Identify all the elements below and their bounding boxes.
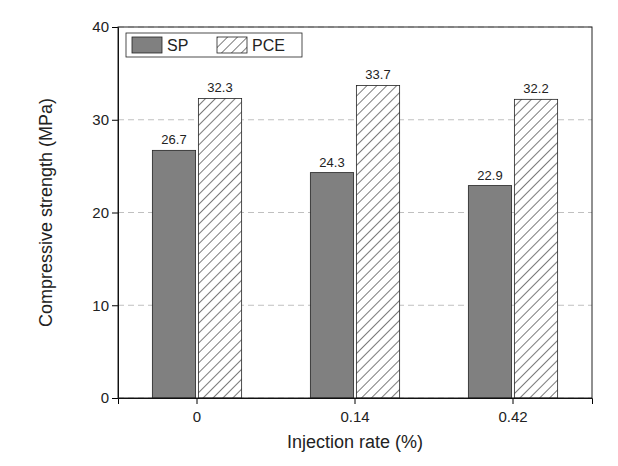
- chart: 26.7 24.3 22.9 32.3 33.7 32.2 0 10 20 30 40 0 0.14 0.…: [0, 0, 618, 466]
- y-tick-mark: [112, 213, 118, 214]
- y-tick-mark: [112, 27, 118, 28]
- y-tick-label: 20: [92, 204, 109, 221]
- legend-item: SP: [132, 37, 188, 54]
- data-label: 33.7: [365, 67, 390, 82]
- legend-item: PCE: [217, 37, 285, 54]
- y-tick-label: 40: [92, 18, 109, 35]
- bar: [310, 173, 353, 398]
- y-tick-label: 10: [92, 297, 109, 314]
- y-axis: 0 10 20 30 40: [92, 18, 118, 406]
- y-tick-mark: [112, 120, 118, 121]
- data-label: 24.3: [319, 155, 344, 170]
- legend-swatch: [132, 37, 162, 53]
- data-label: 26.7: [161, 132, 186, 147]
- y-tick: 30: [92, 111, 118, 128]
- legend: SP PCE: [126, 33, 302, 57]
- data-label: 32.3: [207, 80, 232, 95]
- y-tick: 40: [92, 18, 118, 35]
- x-tick-mark: [513, 398, 514, 404]
- bar: [356, 85, 399, 398]
- bar: [198, 98, 241, 398]
- x-tick-mark: [355, 398, 356, 404]
- y-axis-title: Compressive strength (MPa): [36, 98, 56, 327]
- y-tick-mark: [112, 398, 118, 399]
- x-axis: 0 0.14 0.42: [119, 398, 593, 425]
- x-tick-label: 0.42: [498, 408, 527, 425]
- y-tick-label: 30: [92, 111, 109, 128]
- y-tick-label: 0: [101, 389, 109, 406]
- x-axis-line: [119, 399, 593, 405]
- y-tick: 10: [92, 297, 118, 314]
- data-label: 32.2: [523, 81, 548, 96]
- x-tick: 0.14: [340, 398, 369, 425]
- grid: [118, 27, 592, 398]
- legend-label: SP: [167, 37, 188, 54]
- data-labels: 26.7 24.3 22.9 32.3 33.7 32.2: [161, 67, 548, 182]
- x-tick-mark: [197, 398, 198, 404]
- bar: [152, 150, 195, 398]
- y-tick-mark: [112, 305, 118, 306]
- legend-label: PCE: [252, 37, 285, 54]
- bars: [152, 85, 557, 398]
- plot: 26.7 24.3 22.9 32.3 33.7 32.2 0 10 20 30 40 0 0.14 0.…: [92, 18, 592, 425]
- x-tick: 0: [193, 398, 201, 425]
- bar: [468, 186, 511, 398]
- x-axis-title: Injection rate (%): [287, 432, 423, 452]
- y-tick: 20: [92, 204, 118, 221]
- y-tick: 0: [101, 389, 118, 406]
- legend-box: [126, 33, 302, 57]
- plot-frame: [118, 27, 592, 398]
- data-label: 22.9: [477, 168, 502, 183]
- x-tick-label: 0.14: [340, 408, 369, 425]
- x-tick: 0.42: [498, 398, 527, 425]
- x-tick-label: 0: [193, 408, 201, 425]
- legend-swatch: [217, 37, 247, 53]
- bar: [514, 99, 557, 398]
